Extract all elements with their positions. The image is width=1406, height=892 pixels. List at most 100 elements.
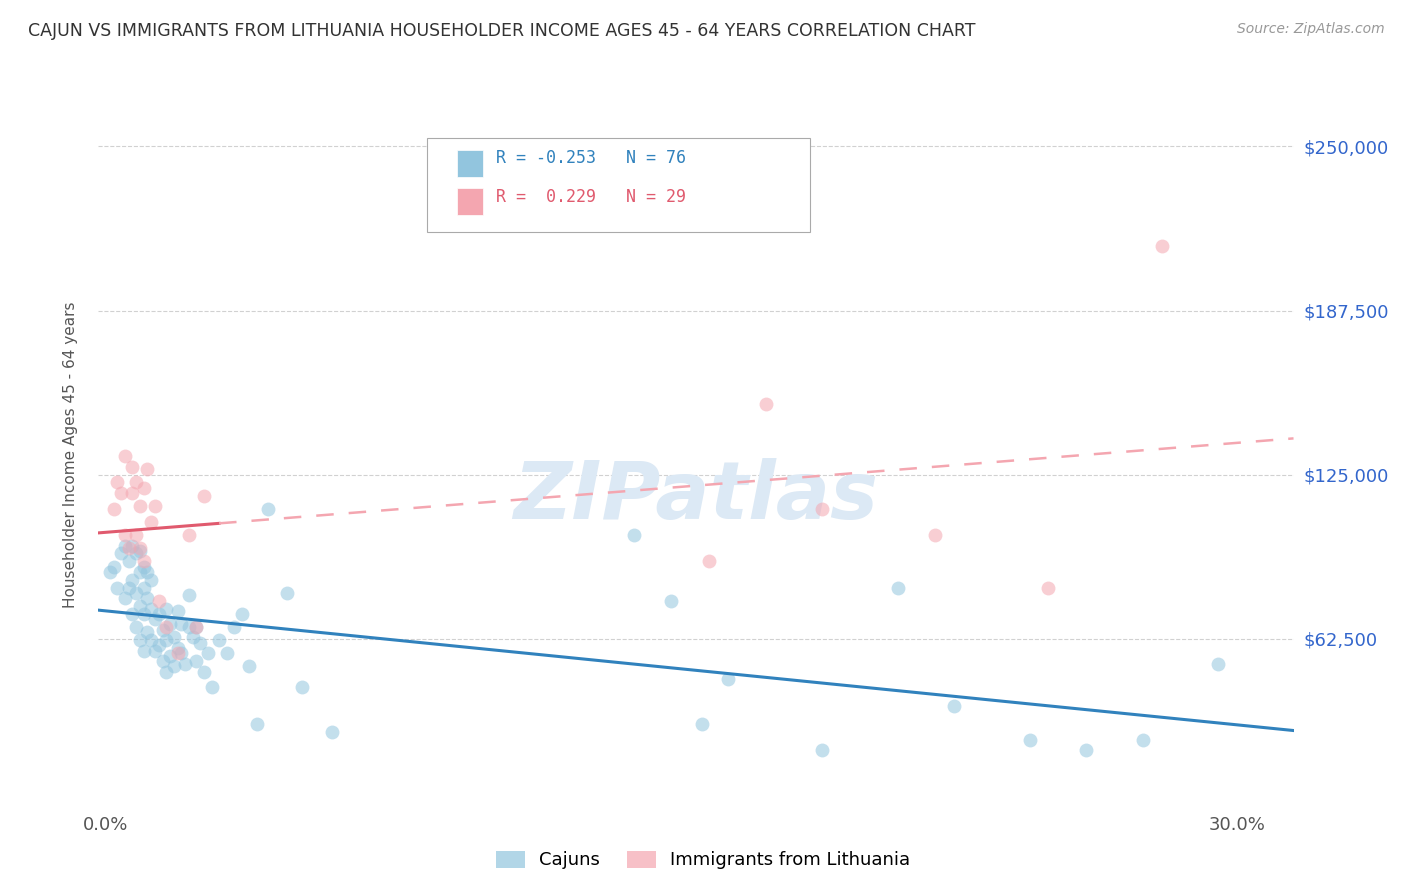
Point [755, 397, 778, 411]
Point [193, 665, 215, 679]
Point [811, 501, 834, 516]
Point [690, 717, 713, 731]
Point [114, 528, 136, 542]
Point [166, 640, 188, 655]
Point [159, 617, 181, 632]
Point [132, 554, 155, 568]
Point [186, 654, 208, 668]
Point [177, 620, 200, 634]
Point [200, 680, 222, 694]
Point [110, 486, 132, 500]
Point [132, 607, 155, 621]
Point [125, 546, 148, 560]
Point [1206, 657, 1229, 671]
Point [125, 620, 148, 634]
Point [717, 673, 740, 687]
Point [121, 573, 143, 587]
Point [181, 631, 204, 645]
Point [128, 565, 150, 579]
Point [98, 565, 121, 579]
Point [128, 499, 150, 513]
Point [276, 586, 298, 600]
Point [215, 646, 238, 660]
Text: ZIPatlas: ZIPatlas [513, 458, 879, 536]
Point [188, 635, 211, 649]
Point [1076, 743, 1098, 757]
Point [193, 489, 215, 503]
Point [136, 462, 159, 476]
Point [943, 698, 966, 713]
Point [1150, 239, 1173, 253]
Point [132, 581, 155, 595]
Point [886, 581, 908, 595]
Point [623, 528, 645, 542]
Point [132, 481, 155, 495]
Point [143, 643, 166, 657]
Point [257, 501, 280, 516]
Point [186, 620, 208, 634]
Point [125, 475, 148, 490]
Point [141, 601, 163, 615]
Point [152, 623, 174, 637]
Point [121, 607, 143, 621]
Point [291, 680, 314, 694]
Point [117, 554, 139, 568]
Point [114, 539, 136, 553]
FancyBboxPatch shape [457, 150, 484, 177]
Point [159, 648, 181, 663]
Point [246, 717, 269, 731]
Point [117, 581, 139, 595]
Text: R =  0.229   N = 29: R = 0.229 N = 29 [496, 188, 686, 206]
Point [141, 633, 163, 648]
Text: Source: ZipAtlas.com: Source: ZipAtlas.com [1237, 22, 1385, 37]
Point [105, 475, 128, 490]
Point [105, 581, 128, 595]
Point [166, 646, 188, 660]
Legend: Cajuns, Immigrants from Lithuania: Cajuns, Immigrants from Lithuania [486, 842, 920, 879]
Point [174, 657, 197, 671]
Text: R = -0.253   N = 76: R = -0.253 N = 76 [496, 149, 686, 167]
Point [136, 591, 159, 605]
Point [143, 499, 166, 513]
Point [208, 633, 231, 648]
Point [697, 554, 720, 568]
Point [148, 607, 170, 621]
Point [103, 559, 125, 574]
Point [125, 528, 148, 542]
Point [177, 588, 200, 602]
Point [661, 593, 683, 607]
Point [125, 586, 148, 600]
Point [136, 565, 159, 579]
Text: CAJUN VS IMMIGRANTS FROM LITHUANIA HOUSEHOLDER INCOME AGES 45 - 64 YEARS CORRELA: CAJUN VS IMMIGRANTS FROM LITHUANIA HOUSE… [28, 22, 976, 40]
Point [170, 617, 193, 632]
Point [166, 604, 188, 618]
Point [132, 559, 155, 574]
Point [152, 654, 174, 668]
Point [114, 449, 136, 463]
Point [811, 743, 834, 757]
Point [155, 601, 177, 615]
Point [1018, 732, 1040, 747]
Point [224, 620, 246, 634]
Point [155, 633, 177, 648]
Point [103, 501, 125, 516]
Point [924, 528, 946, 542]
Point [148, 638, 170, 652]
Point [155, 665, 177, 679]
Point [128, 599, 150, 613]
FancyBboxPatch shape [427, 138, 810, 232]
Point [136, 625, 159, 640]
FancyBboxPatch shape [457, 188, 484, 215]
Point [128, 633, 150, 648]
Point [177, 528, 200, 542]
Point [321, 725, 343, 739]
Point [117, 541, 139, 555]
Point [143, 612, 166, 626]
Point [141, 573, 163, 587]
Point [238, 659, 260, 673]
Point [121, 459, 143, 474]
Point [128, 541, 150, 555]
Point [170, 646, 193, 660]
Point [1038, 581, 1060, 595]
Point [141, 515, 163, 529]
